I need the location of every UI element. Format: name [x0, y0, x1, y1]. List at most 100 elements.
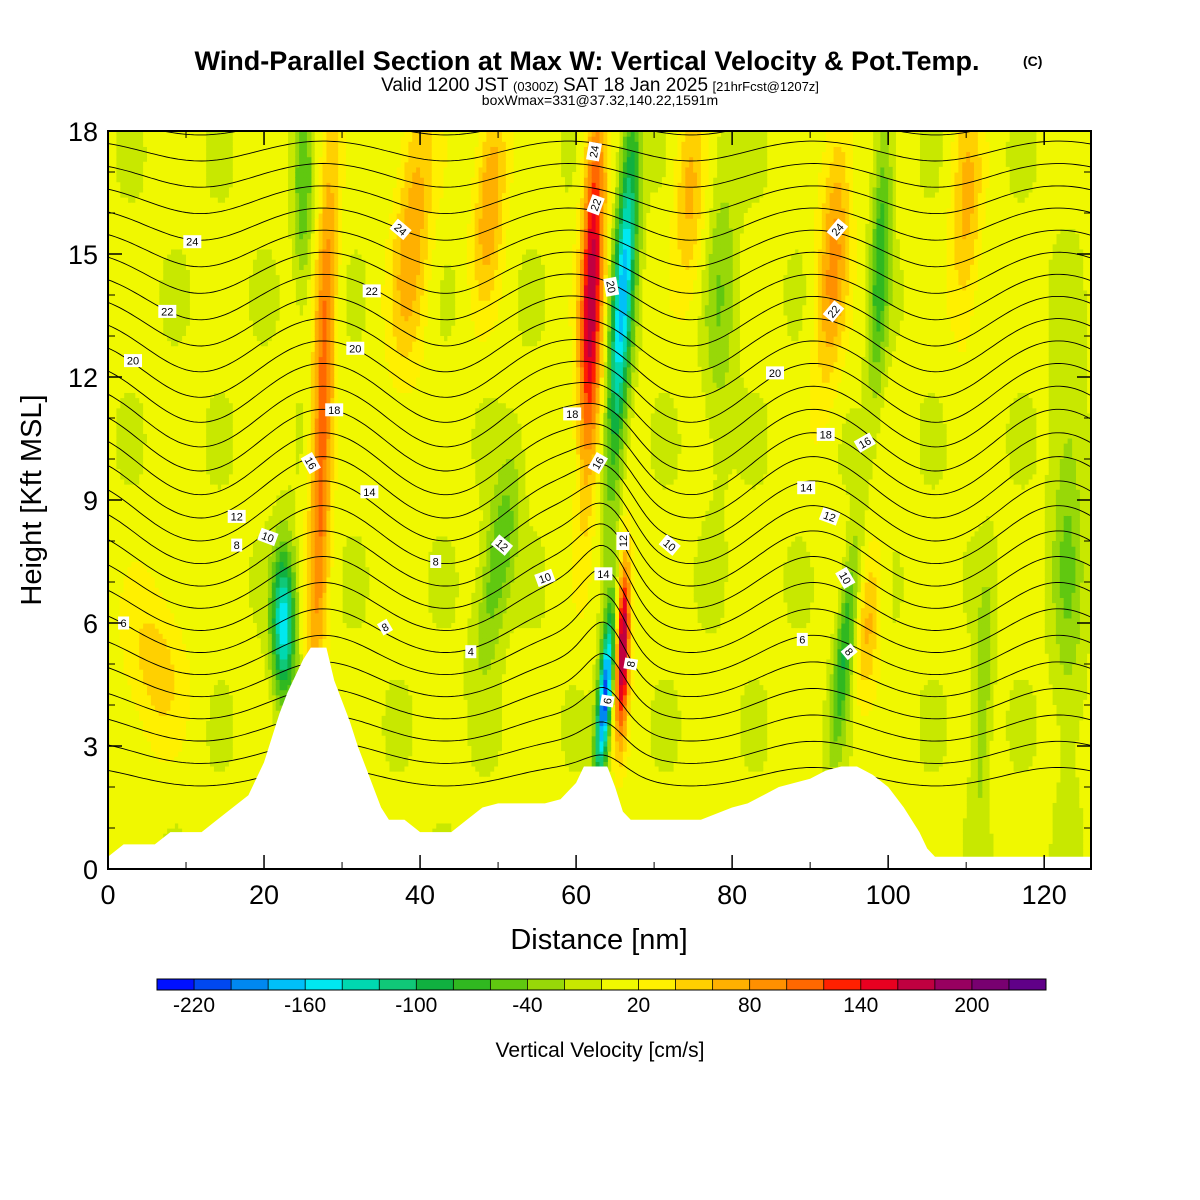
w-cell — [139, 715, 144, 721]
w-cell — [167, 772, 172, 778]
w-cell — [174, 572, 179, 578]
w-cell — [174, 449, 179, 455]
w-cell — [167, 474, 172, 480]
w-cell — [178, 577, 183, 583]
w-cell — [182, 613, 187, 619]
w-cell — [155, 336, 160, 342]
w-cell — [112, 572, 117, 578]
w-cell — [139, 746, 144, 752]
w-cell — [147, 449, 152, 455]
w-cell — [159, 264, 164, 270]
w-cell — [131, 792, 136, 798]
w-cell — [170, 797, 175, 803]
w-cell — [182, 669, 187, 675]
w-cell — [120, 726, 125, 732]
w-cell — [174, 562, 179, 568]
w-cell — [167, 428, 172, 434]
w-cell — [155, 808, 160, 814]
w-cell — [155, 736, 160, 742]
w-cell — [147, 428, 152, 434]
w-cell — [147, 700, 152, 706]
w-cell — [167, 454, 172, 460]
w-cell — [167, 736, 172, 742]
w-cell — [128, 685, 133, 691]
w-cell — [174, 172, 179, 178]
w-cell — [139, 782, 144, 788]
w-cell — [182, 659, 187, 665]
w-cell — [170, 454, 175, 460]
w-cell — [143, 802, 148, 808]
w-cell — [159, 398, 164, 404]
w-cell — [178, 628, 183, 634]
w-cell — [131, 679, 136, 685]
w-cell — [112, 377, 117, 383]
w-cell — [163, 705, 168, 711]
w-cell — [174, 223, 179, 229]
w-cell — [151, 193, 156, 199]
w-cell — [112, 403, 117, 409]
w-cell — [131, 300, 136, 306]
w-cell — [178, 597, 183, 603]
w-cell — [170, 398, 175, 404]
w-cell — [131, 208, 136, 214]
w-cell — [155, 726, 160, 732]
w-cell — [131, 756, 136, 762]
w-cell — [178, 428, 183, 434]
w-cell — [143, 382, 148, 388]
w-cell — [155, 444, 160, 450]
w-cell — [159, 208, 164, 214]
w-cell — [151, 146, 156, 152]
w-cell — [139, 305, 144, 311]
w-cell — [170, 228, 175, 234]
w-cell — [147, 208, 152, 214]
w-cell — [170, 357, 175, 363]
w-cell — [124, 336, 129, 342]
w-cell — [112, 828, 117, 834]
w-cell — [178, 726, 183, 732]
w-cell — [112, 193, 117, 199]
w-cell — [182, 772, 187, 778]
w-cell — [167, 746, 172, 752]
w-cell — [128, 808, 133, 814]
w-cell — [167, 628, 172, 634]
w-cell — [139, 521, 144, 527]
w-cell — [143, 167, 148, 173]
w-cell — [112, 679, 117, 685]
w-cell — [131, 761, 136, 767]
w-cell — [178, 777, 183, 783]
w-cell — [182, 751, 187, 757]
w-cell — [174, 720, 179, 726]
w-cell — [159, 413, 164, 419]
w-cell — [120, 382, 125, 388]
w-cell — [131, 808, 136, 814]
w-cell — [120, 203, 125, 209]
w-cell — [139, 551, 144, 557]
w-cell — [174, 592, 179, 598]
w-cell — [139, 331, 144, 337]
w-cell — [139, 285, 144, 291]
w-cell — [112, 587, 117, 593]
w-cell — [143, 428, 148, 434]
w-cell — [170, 685, 175, 691]
w-cell — [143, 669, 148, 675]
w-cell — [143, 751, 148, 757]
w-cell — [174, 357, 179, 363]
w-cell — [151, 761, 156, 767]
w-cell — [167, 705, 172, 711]
w-cell — [124, 603, 129, 609]
w-cell — [139, 254, 144, 260]
w-cell — [120, 787, 125, 793]
w-cell — [155, 582, 160, 588]
w-cell — [135, 792, 140, 798]
w-cell — [159, 823, 164, 829]
w-cell — [178, 674, 183, 680]
w-cell — [131, 515, 136, 521]
w-cell — [155, 623, 160, 629]
w-cell — [170, 464, 175, 470]
w-cell — [124, 300, 129, 306]
w-cell — [131, 269, 136, 275]
w-cell — [163, 792, 168, 798]
w-cell — [143, 377, 148, 383]
w-cell — [135, 618, 140, 624]
w-cell — [131, 321, 136, 327]
